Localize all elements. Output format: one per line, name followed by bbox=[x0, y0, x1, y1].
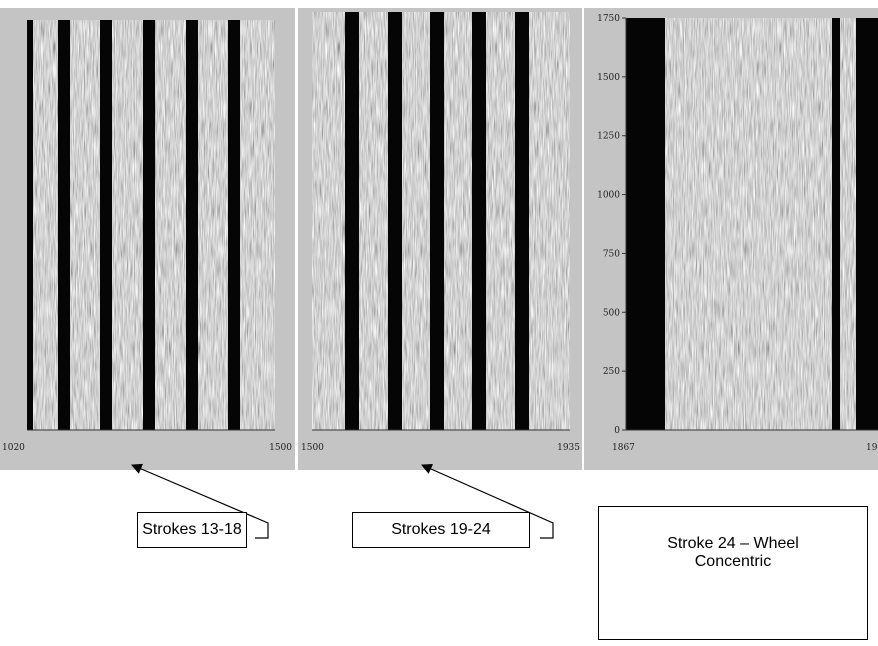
x-tick-label: 1500 bbox=[301, 443, 324, 453]
x-tick-label: 1867 bbox=[612, 443, 635, 453]
y-tick-label: 500 bbox=[603, 308, 620, 318]
y-tick-label: 750 bbox=[603, 249, 620, 259]
y-tick-label: 1000 bbox=[597, 191, 620, 201]
x-tick-label: 1020 bbox=[2, 443, 25, 453]
y-tick-label: 1500 bbox=[597, 73, 620, 83]
y-ticks: 0 250 500 750 1000 1250 1500 1750 bbox=[597, 14, 626, 436]
callout: Stroke 24 – Wheel Concentric bbox=[598, 506, 868, 640]
x-tick-label: 19 bbox=[866, 443, 878, 453]
y-tick-label: 1750 bbox=[597, 14, 620, 24]
dark-stripe bbox=[388, 12, 402, 430]
callout: Strokes 19-24 bbox=[352, 512, 530, 548]
dark-stripe bbox=[143, 20, 155, 430]
dark-stripe bbox=[345, 12, 359, 430]
dark-stripe bbox=[430, 12, 444, 430]
dark-stripe bbox=[27, 20, 33, 430]
y-tick-label: 250 bbox=[603, 367, 620, 377]
stripes bbox=[27, 12, 878, 430]
axis-lines bbox=[27, 18, 878, 431]
dark-stripe bbox=[832, 18, 840, 430]
dark-stripe bbox=[515, 12, 529, 430]
dark-stripe bbox=[58, 20, 70, 430]
x-tick-label: 1935 bbox=[557, 443, 580, 453]
callout: Strokes 13-18 bbox=[137, 512, 247, 548]
dark-stripe bbox=[626, 18, 665, 430]
connectors bbox=[131, 463, 554, 539]
dark-stripe bbox=[100, 20, 112, 430]
dark-stripe bbox=[228, 20, 240, 430]
dark-stripe bbox=[186, 20, 198, 430]
x-tick-label: 1500 bbox=[269, 443, 292, 453]
dark-stripe bbox=[856, 18, 878, 430]
dark-stripe bbox=[472, 12, 486, 430]
y-tick-label: 0 bbox=[614, 426, 620, 436]
y-tick-label: 1250 bbox=[597, 132, 620, 142]
